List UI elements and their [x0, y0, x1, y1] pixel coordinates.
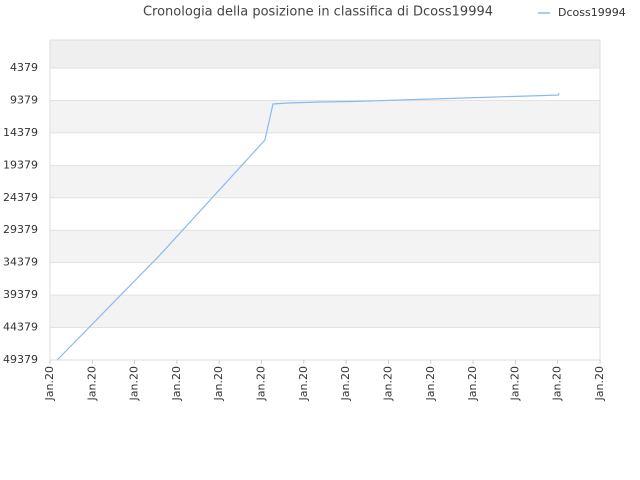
band [50, 100, 600, 133]
band [50, 295, 600, 328]
x-tick-label: Jan.20 [170, 366, 183, 401]
x-tick-label: Jan.20 [593, 366, 606, 401]
x-tick-label: Jan.20 [424, 366, 437, 401]
x-tick-label: Jan.20 [212, 366, 225, 401]
x-tick-label: Jan.20 [339, 366, 352, 401]
x-tick-label: Jan.20 [43, 366, 56, 401]
y-tick-label: 24379 [3, 191, 38, 204]
y-tick-label: 34379 [3, 256, 38, 269]
band [50, 230, 600, 263]
y-tick-label: 39379 [3, 288, 38, 301]
y-tick-label: 29379 [3, 223, 38, 236]
x-tick-label: Jan.20 [508, 366, 521, 401]
band [50, 165, 600, 198]
x-tick-label: Jan.20 [255, 366, 268, 401]
legend-label: Dcoss19994 [558, 6, 626, 19]
chart-title: Cronologia della posizione in classifica… [143, 5, 493, 20]
y-tick-label: 14379 [3, 126, 38, 139]
y-tick-label: 19379 [3, 158, 38, 171]
line [56, 92, 560, 361]
x-tick-label: Jan.20 [381, 366, 394, 401]
y-tick-label: 49379 [3, 353, 38, 366]
x-tick-label: Jan.20 [85, 366, 98, 401]
y-tick-label: 44379 [3, 321, 38, 334]
y-tick-label: 9379 [10, 93, 38, 106]
y-tick-label: 4379 [10, 61, 38, 74]
x-tick-label: Jan.20 [551, 366, 564, 401]
x-tick-label: Jan.20 [466, 366, 479, 401]
plot-border [49, 39, 601, 361]
band [50, 40, 600, 68]
x-tick-label: Jan.20 [297, 366, 310, 401]
x-tick-label: Jan.20 [128, 366, 141, 401]
